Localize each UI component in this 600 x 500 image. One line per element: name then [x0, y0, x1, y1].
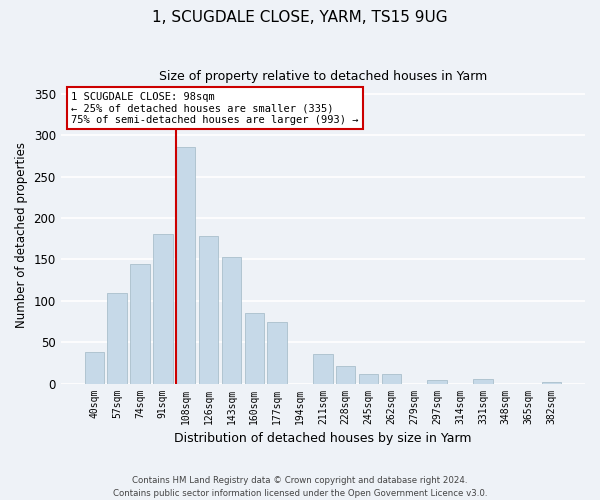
Bar — [221, 257, 241, 384]
X-axis label: Distribution of detached houses by size in Yarm: Distribution of detached houses by size … — [174, 432, 472, 445]
Bar — [473, 380, 493, 384]
Bar — [130, 264, 149, 384]
Bar — [153, 234, 173, 384]
Bar — [268, 322, 287, 384]
Bar — [359, 374, 378, 384]
Title: Size of property relative to detached houses in Yarm: Size of property relative to detached ho… — [159, 70, 487, 83]
Bar — [85, 352, 104, 384]
Bar — [313, 354, 332, 384]
Y-axis label: Number of detached properties: Number of detached properties — [15, 142, 28, 328]
Bar — [336, 366, 355, 384]
Bar — [427, 380, 447, 384]
Text: 1 SCUGDALE CLOSE: 98sqm
← 25% of detached houses are smaller (335)
75% of semi-d: 1 SCUGDALE CLOSE: 98sqm ← 25% of detache… — [71, 92, 359, 124]
Bar — [107, 292, 127, 384]
Bar — [176, 147, 196, 384]
Text: Contains HM Land Registry data © Crown copyright and database right 2024.
Contai: Contains HM Land Registry data © Crown c… — [113, 476, 487, 498]
Bar — [199, 236, 218, 384]
Bar — [245, 313, 264, 384]
Bar — [542, 382, 561, 384]
Text: 1, SCUGDALE CLOSE, YARM, TS15 9UG: 1, SCUGDALE CLOSE, YARM, TS15 9UG — [152, 10, 448, 25]
Bar — [382, 374, 401, 384]
